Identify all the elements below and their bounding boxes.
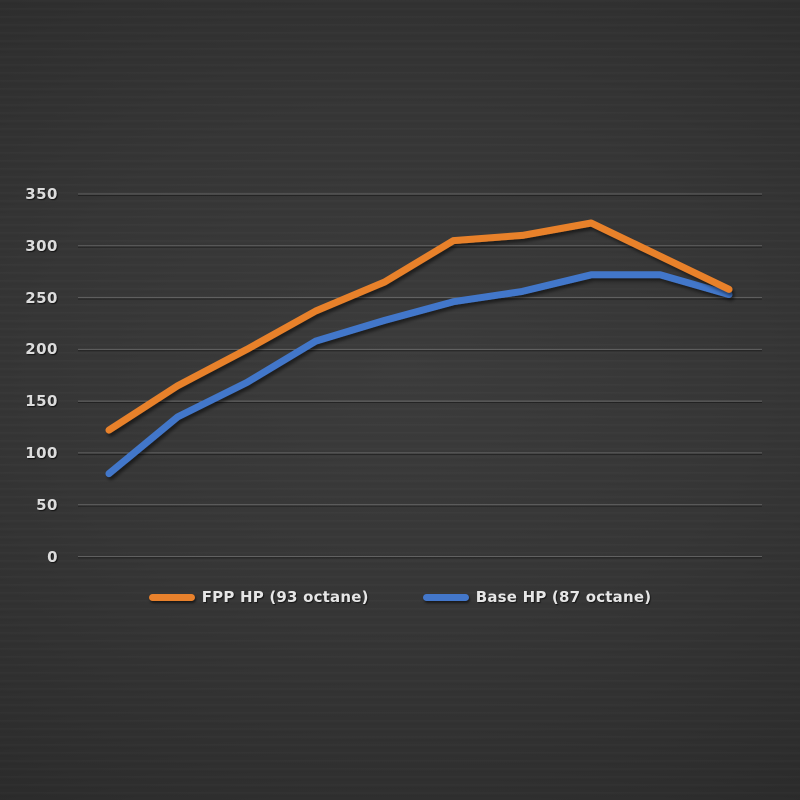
legend-line-swatch-base xyxy=(422,593,469,601)
series-line-fpp-hp-93-octane xyxy=(105,219,733,434)
gridlines-group xyxy=(78,193,762,559)
legend-item-base-hp: Base HP (87 octane) xyxy=(422,588,652,606)
series-lines-group xyxy=(105,219,733,478)
legend-label-fpp: FPP HP (93 octane) xyxy=(201,588,369,606)
legend-item-fpp-hp: FPP HP (93 octane) xyxy=(148,588,369,606)
y-tick-label-350: 350 xyxy=(25,185,58,203)
y-tick-label-100: 100 xyxy=(25,443,58,462)
y-tick-label-250: 250 xyxy=(25,288,58,307)
y-tick-label-0: 0 xyxy=(47,547,58,566)
y-tick-label-300: 300 xyxy=(25,236,58,255)
y-tick-label-200: 200 xyxy=(25,340,58,359)
legend-label-base: Base HP (87 octane) xyxy=(475,588,652,606)
series-line-base-hp-87-octane xyxy=(105,271,733,478)
legend-line-swatch-fpp xyxy=(148,593,195,601)
y-tick-label-50: 50 xyxy=(36,495,58,514)
y-tick-label-150: 150 xyxy=(25,392,58,411)
legend: FPP HP (93 octane) Base HP (87 octane) xyxy=(0,588,800,606)
